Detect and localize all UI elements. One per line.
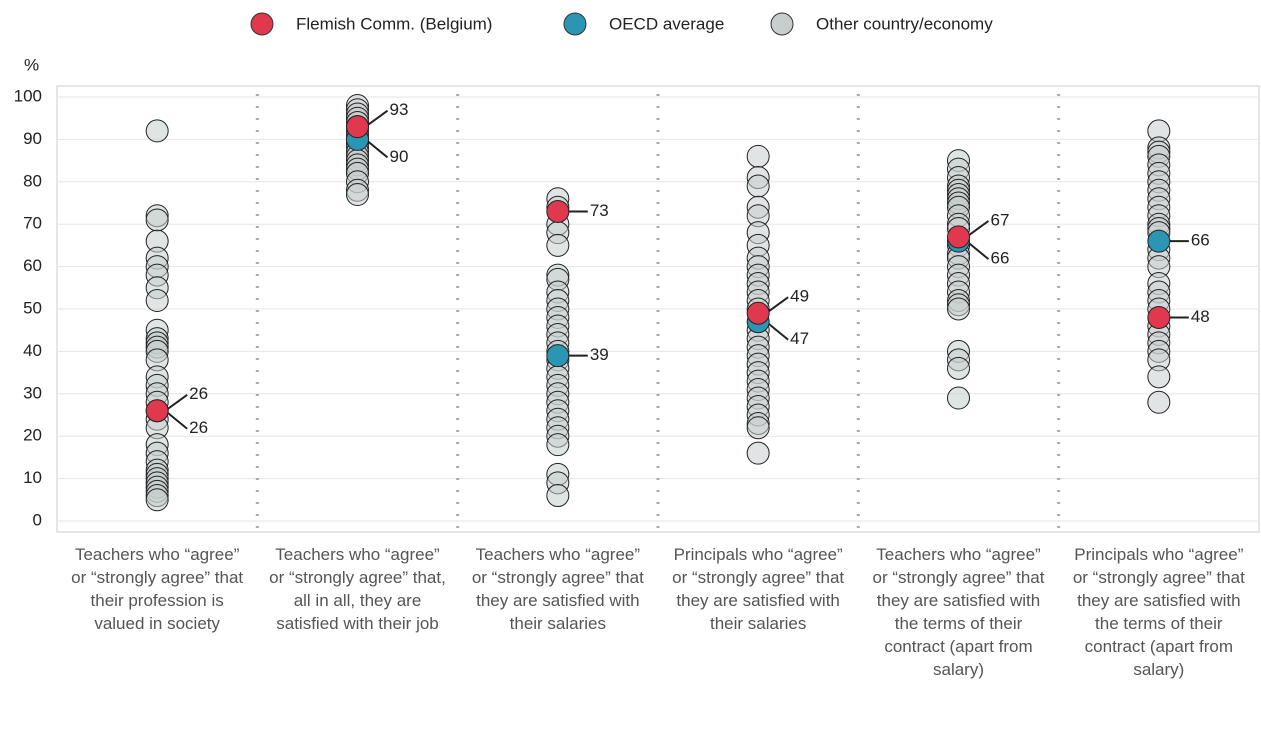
x-tick-label: Teachers who “agree” or “strongly agree”… [71, 545, 244, 633]
data-label: 26 [189, 384, 208, 403]
country-dot [1147, 390, 1171, 414]
leader-line [364, 138, 389, 159]
data-label: 73 [590, 201, 609, 220]
x-tick-label: Teachers who “agree” or “strongly agree”… [471, 545, 644, 633]
data-label: 39 [590, 345, 609, 364]
legend-marker [563, 12, 587, 36]
country-dot [145, 488, 169, 512]
country-dot [546, 233, 570, 257]
y-tick-label: 90 [23, 129, 42, 148]
highlight-dot [145, 399, 169, 423]
legend-label: OECD average [609, 14, 724, 33]
leader-line [364, 109, 389, 128]
legend-marker [770, 12, 794, 36]
data-label: 90 [390, 147, 409, 166]
data-label: 47 [790, 329, 809, 348]
highlight-dot [1147, 229, 1171, 253]
country-dot [1147, 365, 1171, 389]
y-axis-label: % [24, 55, 39, 74]
highlight-dot [1147, 305, 1171, 329]
highlight-dot [546, 344, 570, 368]
highlight-dot [746, 301, 770, 325]
highlight-dot [346, 115, 369, 139]
country-dot [947, 297, 970, 321]
y-tick-label: 50 [23, 298, 42, 317]
y-tick-label: 100 [14, 86, 42, 105]
leader-line [965, 220, 990, 238]
y-tick-label: 10 [23, 468, 42, 487]
country-dot [947, 386, 970, 410]
data-label: 67 [991, 210, 1010, 229]
legend-label: Flemish Comm. (Belgium) [296, 14, 492, 33]
highlight-dot [947, 225, 970, 249]
x-tick-label: Principals who “agree” or “strongly agre… [1072, 545, 1245, 679]
x-tick-label: Teachers who “agree” or “strongly agree”… [269, 545, 446, 633]
y-tick-label: 0 [33, 510, 42, 529]
legend-marker [250, 12, 274, 36]
legend-label: Other country/economy [816, 14, 993, 33]
country-dot [546, 433, 570, 457]
leader-line [765, 320, 789, 341]
y-tick-label: 70 [23, 214, 42, 233]
data-label: 93 [390, 100, 409, 119]
y-tick-label: 80 [23, 171, 42, 190]
data-label: 49 [790, 287, 809, 306]
data-label: 66 [991, 249, 1010, 268]
leader-line [765, 296, 789, 315]
leader-line [164, 393, 188, 412]
country-dot [145, 119, 169, 143]
x-tick-label: Principals who “agree” or “strongly agre… [672, 545, 845, 633]
data-label: 48 [1191, 307, 1210, 326]
leader-line [164, 409, 188, 430]
country-dot [746, 144, 770, 168]
data-label: 66 [1191, 231, 1210, 250]
x-tick-label: Teachers who “agree” or “strongly agree”… [872, 545, 1045, 679]
country-dot [947, 356, 970, 380]
highlight-dot [546, 199, 570, 223]
y-tick-label: 60 [23, 256, 42, 275]
leader-line [965, 240, 990, 260]
y-tick-label: 40 [23, 341, 42, 360]
country-dot [746, 441, 770, 465]
data-label: 26 [189, 418, 208, 437]
country-dot [746, 416, 770, 440]
country-dot [145, 208, 169, 232]
country-dot [546, 484, 570, 508]
y-tick-label: 30 [23, 383, 42, 402]
country-dot [346, 183, 369, 207]
y-tick-label: 20 [23, 426, 42, 445]
country-dot [746, 174, 770, 198]
country-dot [145, 289, 169, 313]
